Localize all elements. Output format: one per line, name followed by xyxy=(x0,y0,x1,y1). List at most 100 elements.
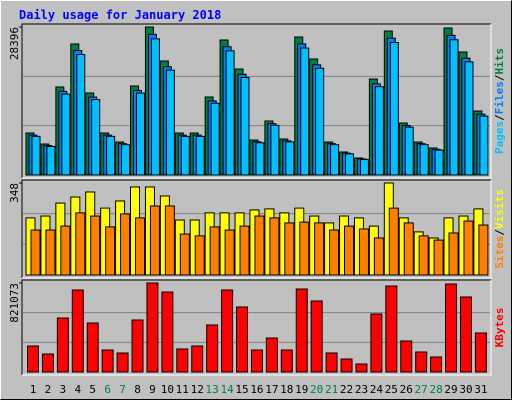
bar xyxy=(239,225,250,276)
bar xyxy=(161,291,174,373)
bar xyxy=(121,144,131,176)
bar xyxy=(76,53,86,176)
bar xyxy=(463,220,474,276)
x-tick-label: 17 xyxy=(265,383,278,396)
bar xyxy=(345,153,355,176)
x-tick-label: 25 xyxy=(385,383,398,396)
bar xyxy=(56,317,69,373)
bar xyxy=(284,222,295,276)
plot-border-dark xyxy=(21,279,491,375)
bar xyxy=(225,50,235,176)
x-tick-label: 5 xyxy=(89,383,96,396)
bar xyxy=(419,144,429,176)
bar xyxy=(415,351,428,373)
bar xyxy=(340,358,353,373)
bar xyxy=(445,283,458,373)
plot-border-dark xyxy=(21,179,491,278)
bar xyxy=(165,69,175,176)
x-tick-label: 20 xyxy=(310,383,323,396)
bar xyxy=(146,282,159,373)
plot-border-light xyxy=(22,180,492,279)
bar xyxy=(330,144,340,176)
x-tick-label: 11 xyxy=(176,383,189,396)
legend-entry: Pages xyxy=(493,121,506,154)
bar xyxy=(116,352,129,373)
bar xyxy=(310,300,323,373)
bar xyxy=(135,217,146,276)
bar xyxy=(255,142,265,176)
bar xyxy=(180,135,190,176)
bar xyxy=(136,92,146,176)
bar xyxy=(400,340,413,373)
y-tick-label: 28396 xyxy=(8,27,21,60)
x-tick-label: 27 xyxy=(415,383,428,396)
x-tick-label: 22 xyxy=(340,383,353,396)
plot-border-light xyxy=(22,280,492,376)
bar xyxy=(221,289,234,373)
legend-separator: / xyxy=(493,229,506,236)
bar xyxy=(71,289,84,373)
legend-entry: Files xyxy=(493,81,506,114)
bar xyxy=(430,356,443,373)
bar xyxy=(209,226,220,276)
bar xyxy=(149,205,160,276)
bar xyxy=(236,306,249,373)
bar xyxy=(299,221,310,276)
bar xyxy=(30,229,41,276)
x-tick-label: 13 xyxy=(206,383,219,396)
x-tick-label: 18 xyxy=(280,383,293,396)
bar xyxy=(131,319,144,373)
bar xyxy=(210,102,220,176)
x-tick-label: 6 xyxy=(104,383,111,396)
bar xyxy=(314,222,325,276)
x-tick-label: 23 xyxy=(355,383,368,396)
bar xyxy=(404,126,414,176)
bar xyxy=(90,215,101,276)
bar xyxy=(403,222,414,276)
x-tick-label: 7 xyxy=(119,383,126,396)
bar xyxy=(254,215,265,276)
bar xyxy=(179,233,190,276)
bar xyxy=(434,149,444,176)
bar xyxy=(373,237,384,276)
plot-border-dark xyxy=(21,23,491,178)
x-tick-label: 19 xyxy=(295,383,308,396)
bar xyxy=(91,99,101,176)
x-tick-label: 10 xyxy=(161,383,174,396)
x-tick-label: 8 xyxy=(134,383,141,396)
bar xyxy=(269,217,280,276)
bar xyxy=(329,229,340,276)
bar xyxy=(385,285,398,373)
bar xyxy=(250,349,263,373)
chart-title: Daily usage for January 2018 xyxy=(19,8,221,22)
bar xyxy=(240,76,250,176)
bar xyxy=(325,352,338,373)
x-tick-label: 31 xyxy=(474,383,487,396)
bar xyxy=(191,345,204,373)
y-tick-label: 348 xyxy=(8,183,21,203)
x-tick-label: 29 xyxy=(444,383,457,396)
bar xyxy=(105,226,116,276)
x-tick-label: 15 xyxy=(235,383,248,396)
bar xyxy=(27,345,39,373)
bar xyxy=(300,47,310,176)
y-tick-label: 821073 xyxy=(8,283,21,323)
bar xyxy=(389,42,399,176)
legend-separator: / xyxy=(493,114,506,121)
legend: Pages/Files/Hits xyxy=(493,48,506,154)
bar xyxy=(164,205,175,276)
bar xyxy=(41,353,54,373)
bar xyxy=(479,115,489,176)
legend-entry: Sites xyxy=(493,236,506,269)
x-tick-label: 28 xyxy=(429,383,442,396)
x-tick-label: 30 xyxy=(459,383,472,396)
legend-separator: / xyxy=(493,74,506,81)
bar xyxy=(150,38,160,176)
bar xyxy=(418,235,429,276)
bar xyxy=(388,207,399,276)
bar xyxy=(464,61,474,176)
bar xyxy=(224,229,235,276)
legend: KBytes xyxy=(493,308,506,348)
legend: Sites/Visits xyxy=(493,189,506,269)
